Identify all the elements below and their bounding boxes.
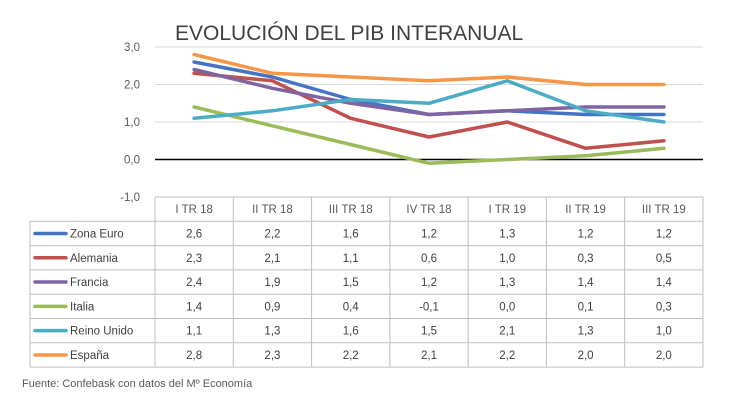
data-label: 1,3 [264, 326, 280, 338]
data-label: 1,3 [499, 228, 515, 240]
legend-label: Francia [70, 277, 109, 289]
data-label: 1,6 [343, 326, 359, 338]
x-category-label: III TR 18 [329, 204, 373, 216]
x-category-label: IV TR 18 [406, 204, 451, 216]
data-label: 2,1 [264, 253, 280, 265]
y-tick-label: 0,0 [124, 155, 140, 167]
chart-title: EVOLUCIÓN DEL PIB INTERANUAL [175, 22, 523, 45]
data-label: 1,3 [578, 326, 594, 338]
series-line [192, 105, 666, 166]
data-label: 1,2 [578, 228, 594, 240]
data-label: 1,3 [499, 277, 515, 289]
legend-label: Reino Unido [70, 326, 133, 338]
data-label: 1,0 [499, 253, 515, 265]
series-line [192, 67, 666, 117]
data-label: 0,3 [578, 253, 594, 265]
data-label: 0,3 [656, 301, 672, 313]
data-label: 1,2 [421, 228, 437, 240]
data-label: 1,6 [343, 228, 359, 240]
data-label: 0,5 [656, 253, 672, 265]
data-label: 2,2 [343, 350, 359, 362]
data-label: 2,3 [264, 350, 280, 362]
legend-label: Zona Euro [70, 228, 124, 240]
x-category-label: III TR 19 [642, 204, 686, 216]
data-label: 1,1 [343, 253, 359, 265]
data-label: 1,5 [421, 326, 437, 338]
data-label: 1,9 [264, 277, 280, 289]
x-category-label: I TR 19 [489, 204, 527, 216]
data-label: 1,4 [578, 277, 595, 289]
data-label: 2,0 [578, 350, 594, 362]
data-label: 2,2 [499, 350, 515, 362]
series-lines [192, 52, 666, 166]
y-tick-label: 3,0 [124, 42, 140, 54]
data-label: 2,4 [186, 277, 203, 289]
data-label: 2,6 [186, 228, 202, 240]
series-line [192, 71, 666, 151]
data-label: 1,4 [186, 301, 203, 313]
series-line [192, 52, 666, 87]
y-tick-label: 1,0 [124, 117, 140, 129]
data-label: 0,9 [264, 301, 280, 313]
legend-label: España [70, 350, 110, 362]
data-label: 2,8 [186, 350, 202, 362]
data-label: 2,1 [499, 326, 515, 338]
data-label: 2,2 [264, 228, 280, 240]
legend-label: Alemania [70, 253, 119, 265]
data-label: 2,3 [186, 253, 202, 265]
data-table: I TR 18 II TR 18 III TR 18 IV TR 18 I TR 19 I… [29, 196, 704, 368]
data-label: 1,4 [656, 277, 673, 289]
x-category-label: I TR 18 [175, 204, 213, 216]
data-label: -0,1 [419, 301, 439, 313]
data-label: 2,1 [421, 350, 437, 362]
y-tick-label: 2,0 [124, 80, 140, 92]
y-axis-ticks: 3,0 2,0 1,0 0,0 -1,0 [120, 42, 140, 204]
y-tick-label: -1,0 [120, 192, 140, 204]
data-label: 1,2 [421, 277, 437, 289]
data-label: 1,5 [343, 277, 359, 289]
data-label: 0,0 [499, 301, 515, 313]
data-label: 0,1 [578, 301, 594, 313]
data-label: 2,0 [656, 350, 672, 362]
x-category-label: II TR 18 [252, 204, 293, 216]
source-note: Fuente: Confebask con datos del Mº Econo… [22, 378, 253, 390]
legend-label: Italia [70, 301, 95, 313]
data-label: 0,6 [421, 253, 437, 265]
data-label: 1,2 [656, 228, 672, 240]
data-label: 0,4 [343, 301, 360, 313]
data-label: 1,0 [656, 326, 672, 338]
x-category-label: II TR 19 [565, 204, 606, 216]
data-label: 1,1 [186, 326, 202, 338]
series-line [192, 79, 666, 124]
